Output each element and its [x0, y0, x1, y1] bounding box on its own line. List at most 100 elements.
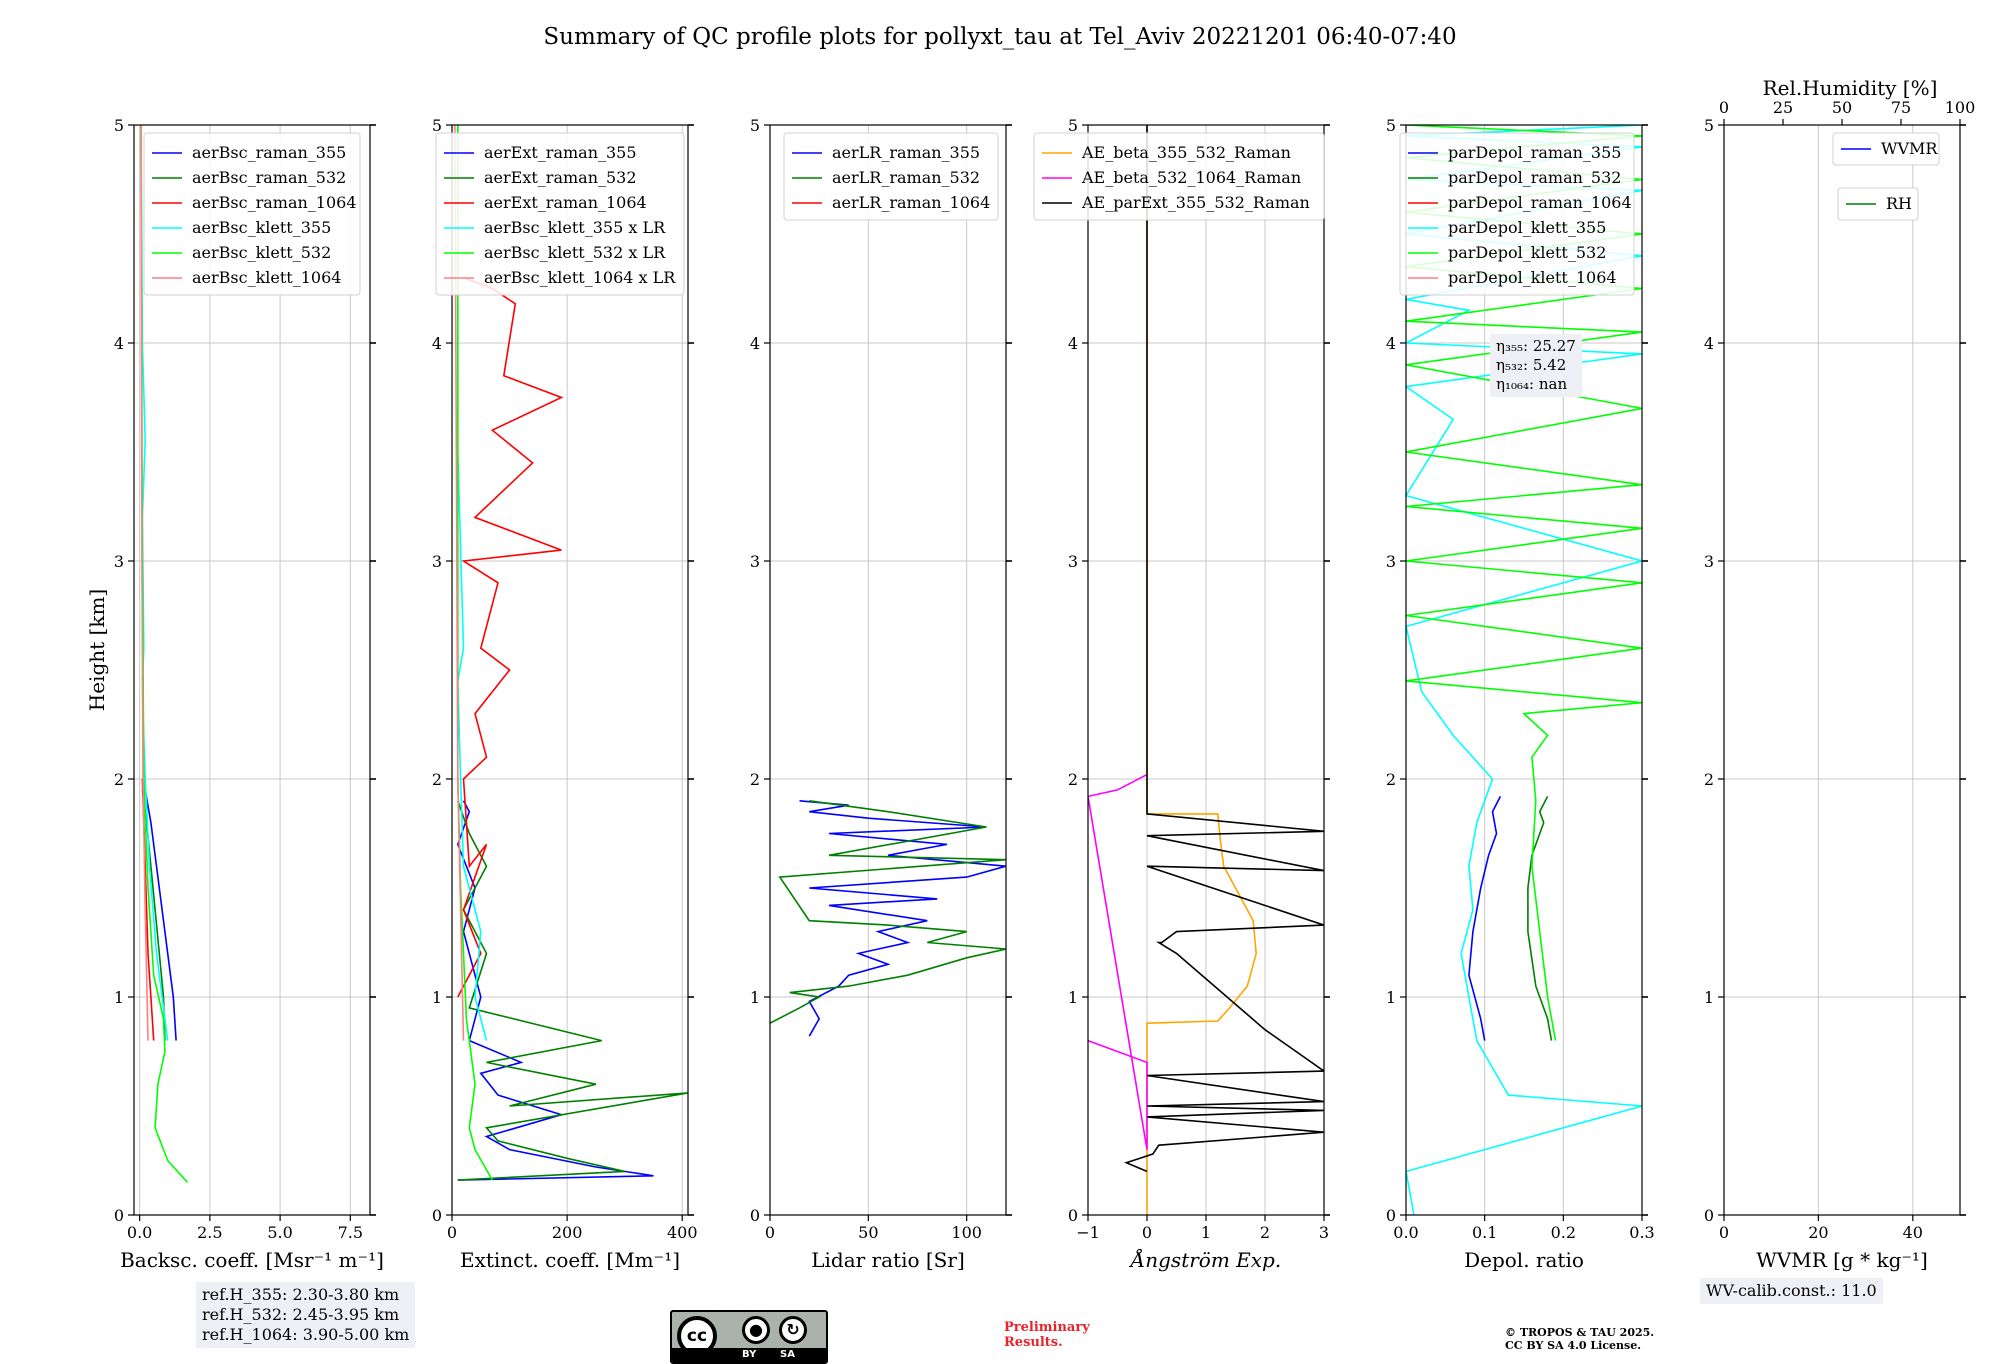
axes-frame [1723, 124, 1961, 1216]
x-tick-label: 3 [1319, 1223, 1329, 1242]
legend-label-aerLR_raman_1064: aerLR_raman_1064 [832, 193, 990, 212]
legend-label-aerBsc_klett_355 x LR: aerBsc_klett_355 x LR [484, 218, 666, 237]
y-tick-label: 1 [750, 988, 760, 1007]
x-axis-label: Lidar ratio [Sr] [811, 1248, 965, 1272]
x-tick-label: 5.0 [267, 1223, 292, 1242]
x-tick-label: 0.0 [1393, 1223, 1418, 1242]
series-line-parDepol_raman_355 [1468, 796, 1502, 1041]
eta-355: η₃₅₅: 25.27 [1496, 337, 1576, 355]
copyright-line-1: © TROPOS & TAU 2025. [1505, 1326, 1655, 1339]
y-tick-label: 2 [432, 770, 442, 789]
x-tick-label: 0.1 [1472, 1223, 1497, 1242]
y-tick-label: 0 [432, 1206, 442, 1225]
y-tick-label: 3 [114, 552, 124, 571]
legend-label-WVMR: WVMR [1881, 139, 1938, 158]
series-line-aerBsc_raman_355 [144, 789, 177, 1041]
legend-label-parDepol_raman_532: parDepol_raman_532 [1448, 168, 1621, 187]
series-group [454, 125, 688, 1181]
ref-height-1064: ref.H_1064: 3.90-5.00 km [202, 1325, 410, 1344]
y-tick-label: 1 [1386, 988, 1396, 1007]
y-tick-label: 2 [750, 770, 760, 789]
x-tick-label: 1 [1201, 1223, 1211, 1242]
y-tick-label: 3 [1704, 552, 1714, 571]
x-tick-label: 2.5 [197, 1223, 222, 1242]
legend-box-wvmr [1832, 132, 1940, 166]
x-axis-label: Depol. ratio [1464, 1248, 1584, 1272]
legend-box [783, 132, 999, 221]
copyright-line-2: CC BY SA 4.0 License. [1505, 1339, 1642, 1352]
legend-label-parDepol_klett_355: parDepol_klett_355 [1448, 218, 1606, 237]
series-group [770, 800, 1006, 1037]
legend-box [143, 132, 361, 296]
legend-label-aerBsc_klett_355: aerBsc_klett_355 [192, 218, 331, 237]
cc-by-label: BY [742, 1349, 757, 1360]
x2-axis-label: Rel.Humidity [%] [1763, 76, 1938, 100]
y-tick-label: 4 [432, 334, 442, 353]
axes-frame [769, 124, 1007, 1216]
x-tick-label: 400 [667, 1223, 698, 1242]
panel-3: 0 50 100 0 1 2 3 4 5 Lidar ratio [Sr] aerLR_raman_… [750, 116, 1012, 1272]
legend-label-AE_beta_355_532_Raman: AE_beta_355_532_Raman [1081, 143, 1291, 162]
legend-label-aerExt_raman_355: aerExt_raman_355 [484, 143, 637, 162]
panel-5: 0.0 0.1 0.2 0.3 0 1 2 3 4 5 Depol. ratio parDepol_r… [1386, 116, 1655, 1272]
y-axis-label: Height [km] [85, 589, 109, 711]
x-axis-label: WVMR [g * kg⁻¹] [1756, 1248, 1928, 1272]
y-tick-label: 0 [1068, 1206, 1078, 1225]
x-tick-label: −1 [1076, 1223, 1100, 1242]
person-icon: ● [742, 1316, 770, 1344]
legend-label-aerExt_raman_1064: aerExt_raman_1064 [484, 193, 647, 212]
y-tick-label: 0 [1704, 1206, 1714, 1225]
x2-tick-label: 75 [1891, 98, 1911, 117]
y-tick-label: 0 [750, 1206, 760, 1225]
x-tick-label: 0.0 [127, 1223, 152, 1242]
legend-box [435, 132, 685, 296]
legend-label-AE_beta_532_1064_Raman: AE_beta_532_1064_Raman [1081, 168, 1301, 187]
x-tick-label: 0 [447, 1223, 457, 1242]
y-tick-label: 3 [1068, 552, 1078, 571]
x-tick-label: 0.3 [1629, 1223, 1654, 1242]
legend-box [1399, 132, 1635, 296]
panel-6: 0 20 40 0 1 2 3 4 5 WVMR [g * kg⁻¹] 0 25 50 75 100 Rel.… [1704, 76, 1975, 1272]
series-line-aerLR_raman_532 [770, 800, 1006, 1024]
y-tick-label: 2 [114, 770, 124, 789]
series-line-aerBsc_klett_355 x LR [456, 125, 488, 1041]
x-tick-label: 0.2 [1551, 1223, 1576, 1242]
x2-tick-label: 25 [1773, 98, 1793, 117]
y-tick-label: 3 [432, 552, 442, 571]
y-tick-label: 4 [1386, 334, 1396, 353]
y-tick-label: 2 [1704, 770, 1714, 789]
series-line-aerBsc_klett_1064 x LR [454, 125, 465, 1041]
y-tick-label: 3 [750, 552, 760, 571]
y-tick-label: 3 [1386, 552, 1396, 571]
legend-label-parDepol_klett_1064: parDepol_klett_1064 [1448, 268, 1617, 287]
legend-label-aerLR_raman_355: aerLR_raman_355 [832, 143, 980, 162]
x-tick-label: 7.5 [338, 1223, 363, 1242]
axes-frame [451, 124, 689, 1216]
series-line-AE_beta_532_1064_Raman [1088, 773, 1148, 1150]
y-tick-label: 5 [432, 116, 442, 135]
y-tick-label: 1 [432, 988, 442, 1007]
series-group [1088, 125, 1324, 1215]
x-tick-label: 0 [765, 1223, 775, 1242]
series-group [140, 125, 188, 1183]
series-line-aerLR_raman_355 [799, 800, 1006, 1037]
legend-label-parDepol_raman_1064: parDepol_raman_1064 [1448, 193, 1632, 212]
panel-1: 0.0 2.5 5.0 7.5 0 1 2 3 4 5 Backsc. coeff. [Msr⁻¹ … [114, 116, 384, 1272]
y-tick-label: 0 [1386, 1206, 1396, 1225]
y-tick-label: 4 [114, 334, 124, 353]
x-tick-label: 20 [1808, 1223, 1828, 1242]
legend-label-aerBsc_klett_1064 x LR: aerBsc_klett_1064 x LR [484, 268, 676, 287]
wv-calib-box: WV-calib.const.: 11.0 [1700, 1278, 1883, 1304]
wv-calib-const: WV-calib.const.: 11.0 [1706, 1281, 1877, 1300]
preliminary-line-1: Preliminary [1004, 1320, 1090, 1335]
legend-label-aerBsc_klett_1064: aerBsc_klett_1064 [192, 268, 341, 287]
axes-frame [133, 124, 371, 1216]
y-tick-label: 2 [1386, 770, 1396, 789]
eta-box: η₃₅₅: 25.27 η₅₃₂: 5.42 η₁₀₆₄: nan [1490, 334, 1582, 397]
y-tick-label: 1 [1704, 988, 1714, 1007]
y-tick-label: 1 [114, 988, 124, 1007]
share-alike-icon: ↻ [779, 1316, 807, 1344]
x-axis-label: Backsc. coeff. [Msr⁻¹ m⁻¹] [120, 1248, 384, 1272]
legend-label-AE_parExt_355_532_Raman: AE_parExt_355_532_Raman [1081, 193, 1310, 212]
